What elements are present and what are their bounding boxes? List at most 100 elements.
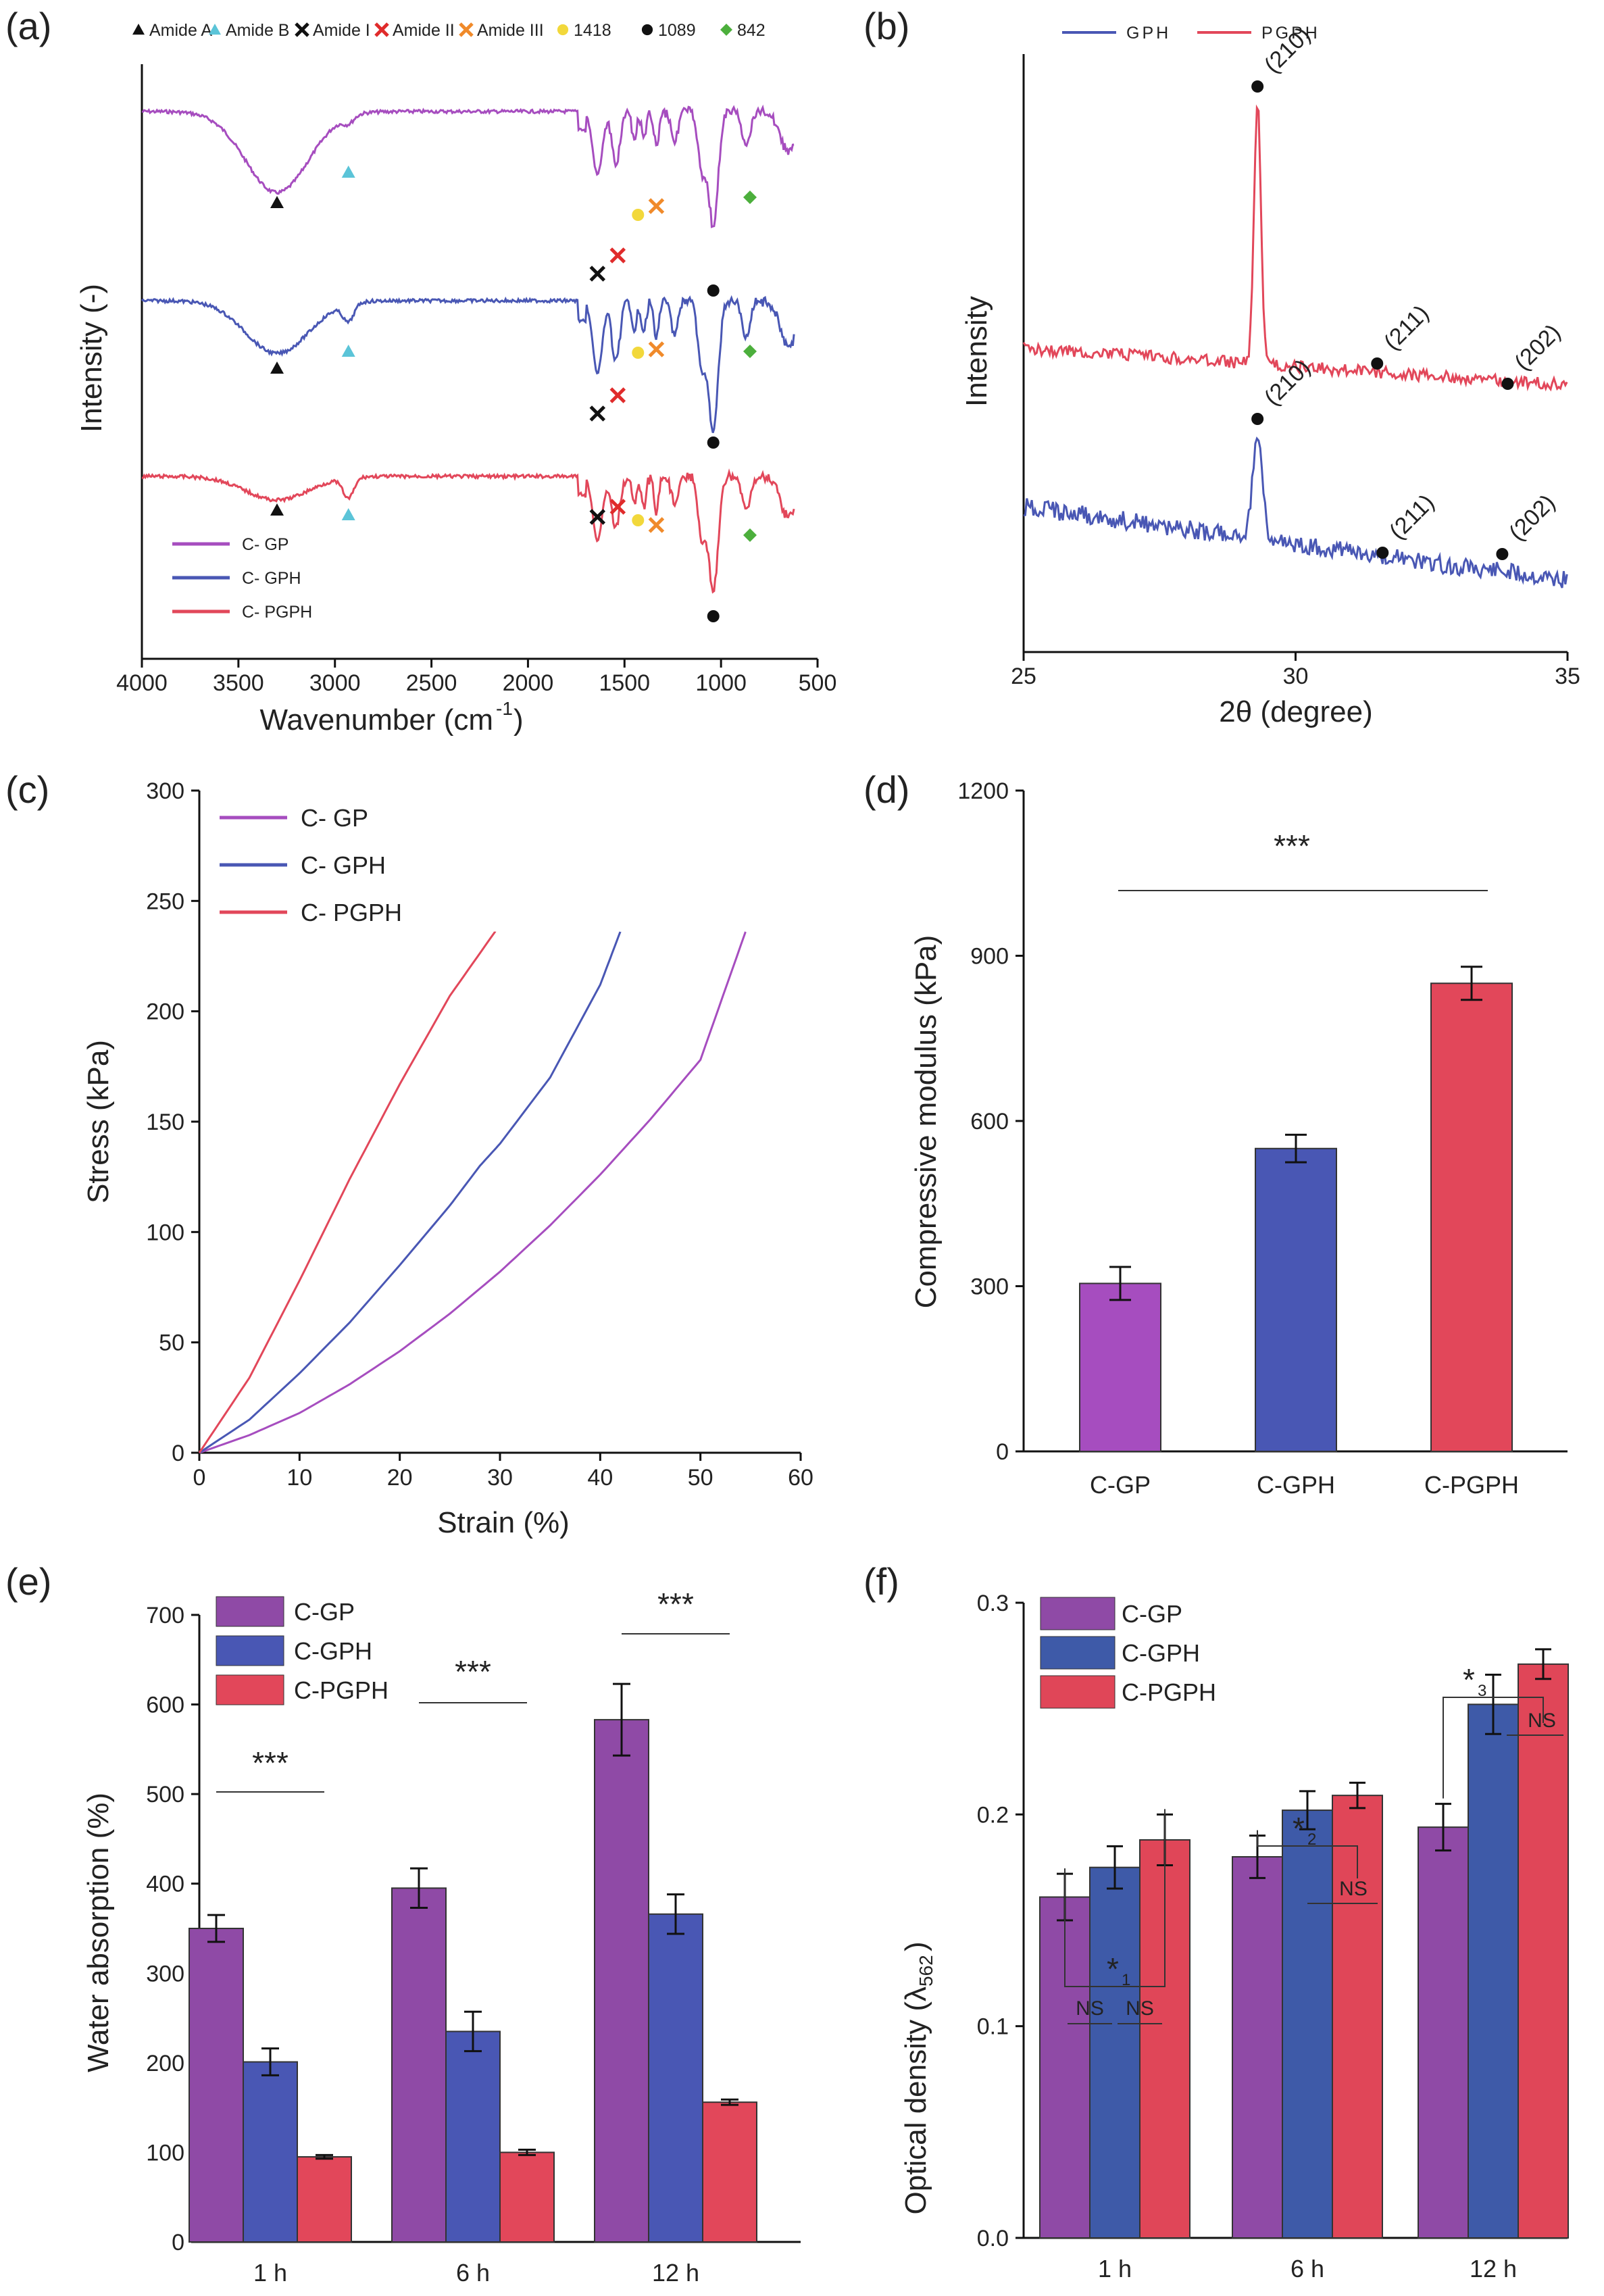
- a-legend-marker-label: Amide I: [313, 21, 370, 40]
- a-legend-marker-label: Amide II: [393, 21, 455, 40]
- a-peak-marker: [270, 196, 284, 208]
- a-curve-c-gp: [141, 104, 795, 228]
- e-bar: [702, 2101, 757, 2243]
- a-legend-marker: [132, 24, 145, 35]
- a-peak-marker: [743, 528, 757, 542]
- a-peak-marker: [632, 347, 645, 359]
- b-peak-label: (211): [1379, 300, 1434, 355]
- e-legend-label: C-GPH: [294, 1637, 372, 1665]
- b-legend-label: PGPH: [1261, 24, 1320, 43]
- a-x-tick-label: 500: [799, 670, 837, 696]
- a-legend-marker: [641, 24, 653, 36]
- a-peak-marker: [648, 517, 665, 533]
- a-legend-marker-label: Amide A: [149, 21, 212, 40]
- panel-d-compressive-modulus: (d) 0 300 600 900 1200 C-GP C-GPH C-PGPH *** Comp…: [863, 768, 1568, 1499]
- c-y-tick-label: 150: [146, 1109, 184, 1135]
- f-ns-label: NS: [1528, 1709, 1556, 1732]
- e-bar: [445, 2030, 501, 2243]
- b-peak-dot: [1376, 547, 1389, 559]
- e-significance: ***: [252, 1745, 289, 1780]
- c-x-tick-label: 20: [387, 1465, 413, 1491]
- e-bar: [297, 2156, 352, 2243]
- f-bar: [1232, 1856, 1283, 2239]
- a-legend-marker-label: Amide B: [226, 21, 289, 40]
- d-bar: [1255, 1147, 1337, 1452]
- c-y-tick-label: 100: [146, 1220, 184, 1245]
- e-y-tick-label: 200: [146, 2051, 184, 2076]
- c-x-tick-label: 0: [193, 1465, 206, 1491]
- a-legend-label: C- GPH: [242, 569, 301, 588]
- e-significance: ***: [455, 1654, 491, 1689]
- e-y-tick-label: 400: [146, 1872, 184, 1897]
- f-bar: [1468, 1703, 1519, 2239]
- f-bracket: [1064, 1809, 1166, 1987]
- a-x-tick-label: 3500: [213, 670, 264, 696]
- e-y-label: Water absorption (%): [82, 1793, 115, 2072]
- e-chart: 0 100 200 300 400 500 600 700 1 h *** 6 h *** 12 h **…: [82, 1587, 801, 2287]
- a-x-label-close: ): [513, 703, 524, 737]
- f-x-tick-label: 1 h: [1098, 2255, 1132, 2282]
- panel-c-stress-strain: (c) 0 10 20 30 40 50 60 0 50 100 150 200 250 300 C- GP…: [5, 768, 813, 1539]
- c-x-tick-label: 10: [286, 1465, 312, 1491]
- c-y-tick-label: 200: [146, 999, 184, 1025]
- b-patterns: [1022, 104, 1568, 589]
- a-peak-markers: [270, 166, 757, 622]
- e-x-tick-label: 12 h: [652, 2259, 699, 2287]
- e-legend-label: C-PGPH: [294, 1676, 389, 1704]
- f-ns-label: NS: [1126, 1997, 1154, 2020]
- d-y-label: Compressive modulus (kPa): [909, 935, 943, 1309]
- f-legend-label: C-GP: [1122, 1600, 1182, 1628]
- a-peak-marker: [341, 508, 355, 520]
- a-legend-marker: [374, 22, 389, 37]
- f-legend-label: C-GPH: [1122, 1639, 1200, 1667]
- b-peak-label: (202): [1504, 490, 1560, 546]
- f-ns-label: NS: [1339, 1878, 1368, 1900]
- panel-label-d: (d): [863, 768, 909, 811]
- b-peak-dot: [1501, 378, 1514, 390]
- a-peak-marker: [707, 610, 720, 622]
- e-legend-swatch: [216, 1674, 284, 1705]
- b-x-label: 2θ (degree): [1219, 695, 1372, 728]
- panel-label-e: (e): [5, 1560, 51, 1603]
- b-y-label: Intensity: [960, 296, 993, 407]
- e-y-tick-label: 0: [172, 2230, 184, 2255]
- panel-a-ftir: (a) Amide A Amide B Amide I Amide II Amide I…: [5, 5, 836, 737]
- f-x-tick-label: 12 h: [1470, 2255, 1517, 2282]
- c-legend-label: C- GP: [301, 804, 368, 832]
- e-y-tick-label: 600: [146, 1693, 184, 1718]
- a-peak-marker: [609, 247, 626, 264]
- f-bar: [1282, 1810, 1333, 2239]
- a-peak-marker: [648, 341, 665, 357]
- c-curve-cpgph: [198, 931, 497, 1453]
- panel-label-f: (f): [863, 1560, 899, 1603]
- c-x-label: Strain (%): [437, 1506, 570, 1539]
- b-peak-label: (210): [1259, 355, 1315, 411]
- e-x-tick-label: 6 h: [456, 2259, 490, 2287]
- f-star-sub: 1: [1122, 1971, 1130, 1989]
- c-legend-label: C- PGPH: [301, 899, 402, 926]
- d-y-tick-label: 0: [996, 1439, 1009, 1465]
- a-peak-marker: [341, 166, 355, 178]
- c-x-tick-label: 50: [688, 1465, 713, 1491]
- a-legend-marker: [720, 24, 732, 36]
- f-bar: [1089, 1866, 1141, 2239]
- e-x-tick-label: 1 h: [253, 2259, 287, 2287]
- f-star-sub: 2: [1307, 1830, 1316, 1849]
- f-bar: [1418, 1826, 1469, 2239]
- a-x-tick-label: 2000: [503, 670, 554, 696]
- a-peak-marker: [589, 509, 606, 525]
- f-x-tick-label: 6 h: [1290, 2255, 1324, 2282]
- a-x-label: Wavenumber (cm: [259, 703, 493, 737]
- b-curve-pgph: [1022, 104, 1568, 392]
- a-peak-marker: [270, 361, 284, 374]
- d-y-tick-label: 600: [970, 1109, 1009, 1134]
- a-peak-marker: [707, 436, 720, 449]
- b-peak-label: (211): [1384, 489, 1439, 544]
- b-peak-labels: (210)(211) (202)(210)(211) (202): [1251, 22, 1565, 560]
- d-y-tick-label: 900: [970, 944, 1009, 970]
- a-series-legend: C- GP C- GPH C- PGPH: [172, 535, 312, 622]
- a-legend-marker: [459, 22, 474, 37]
- a-peak-marker: [341, 345, 355, 357]
- f-y-tick-label: 0.3: [977, 1591, 1009, 1616]
- a-legend-marker-label: 842: [737, 21, 766, 40]
